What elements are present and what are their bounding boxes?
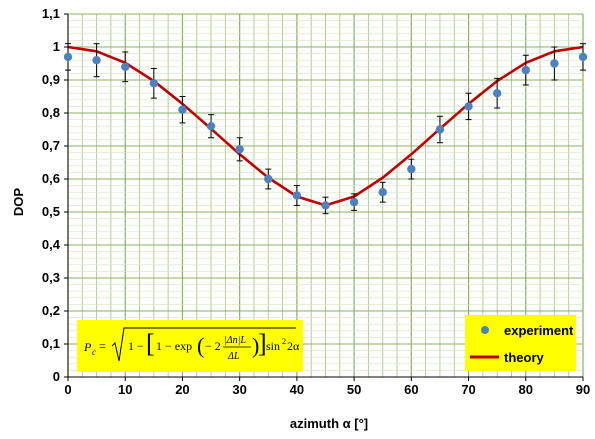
svg-text:): ) [252,333,259,358]
y-tick-label: 0,2 [42,303,60,318]
experiment-point [550,46,559,81]
experiment-point [578,43,588,71]
legend-marker-experiment [481,326,489,334]
experiment-marker [121,62,130,71]
experiment-point [292,185,302,206]
svg-text:1 − exp: 1 − exp [156,339,192,353]
axes [64,13,584,381]
experiment-marker [178,105,187,114]
experiment-point [235,137,244,162]
y-tick-label: 0,4 [42,237,61,252]
svg-text:1 −: 1 − [128,339,144,353]
y-tick-label: 0,8 [42,105,60,120]
y-tick-label: 0,6 [42,171,60,186]
experiment-marker [264,174,273,184]
svg-text:|Δn|L: |Δn|L [224,335,246,346]
y-tick-label: 0,7 [42,138,60,153]
formula-box-background [77,320,303,372]
experiment-marker [578,52,588,62]
experiment-marker [349,197,359,207]
experiment-point [492,77,502,109]
experiment-point [407,158,416,180]
x-tick-label: 30 [232,382,246,397]
svg-text:2: 2 [282,337,286,346]
x-tick-label: 10 [118,382,132,397]
experiment-point [349,193,359,211]
svg-text:]: ] [258,329,267,358]
experiment-point [178,96,187,124]
formula-box: P c = 1 − [ 1 − exp ( − 2 |Δn|L ΔL ) ] s… [77,320,303,372]
experiment-point [92,43,101,78]
experiment-point [464,92,473,121]
legend-label-theory: theory [504,350,545,365]
x-tick-label: 0 [64,382,71,397]
formula: P c = 1 − [ 1 − exp ( − 2 |Δn|L ΔL ) ] s… [83,327,300,362]
svg-text:− 2: − 2 [205,339,221,353]
x-tick-label: 60 [404,382,418,397]
experiment-point [435,115,445,144]
experiment-series [63,43,588,215]
svg-text:P: P [83,340,92,354]
experiment-marker [321,201,330,210]
experiment-marker [92,56,101,65]
experiment-point [63,43,73,71]
experiment-marker [235,145,244,154]
experiment-point [378,181,387,203]
experiment-point [206,114,216,139]
experiment-point [521,54,530,86]
experiment-marker [521,65,530,75]
experiment-marker [492,89,502,98]
y-tick-label: 0,3 [42,270,60,285]
y-tick-label: 0,9 [42,72,60,87]
legend-label-experiment: experiment [504,323,574,338]
svg-text:ΔL: ΔL [227,351,240,362]
svg-text:2α: 2α [287,339,300,353]
legend-background [465,315,576,371]
experiment-marker [149,79,159,88]
svg-text:=: = [99,339,106,353]
experiment-marker [292,191,302,200]
y-tick-label: 0,1 [42,336,60,351]
experiment-point [264,168,273,190]
experiment-marker [206,122,216,131]
experiment-point [121,51,130,83]
experiment-point [321,196,330,215]
x-tick-label: 90 [576,382,590,397]
experiment-marker [550,59,559,68]
y-tick-label: 0 [53,369,60,384]
svg-text:(: ( [197,333,204,358]
experiment-marker [378,188,387,197]
y-tick-label: 0,5 [42,204,60,219]
svg-text:sin: sin [266,339,280,353]
y-axis-label: DOP [11,188,26,217]
y-tick-labels: 0 0,1 0,2 0,3 0,4 0,5 0,6 0,7 0,8 0,9 1 1,1 [42,6,61,384]
y-tick-label: 1,1 [42,6,60,21]
experiment-point [149,67,159,99]
x-tick-label: 20 [175,382,189,397]
x-tick-label: 50 [347,382,361,397]
svg-text:[: [ [146,329,155,358]
x-tick-label: 70 [461,382,475,397]
legend: experiment theory [465,315,576,371]
x-axis-label: azimuth α [°] [290,416,368,431]
x-tick-labels: 0 10 20 30 40 50 60 70 80 90 [64,382,590,397]
experiment-marker [63,52,73,62]
x-tick-label: 80 [519,382,533,397]
experiment-marker [435,125,445,134]
x-tick-label: 40 [290,382,304,397]
y-tick-label: 1 [53,39,60,54]
svg-text:c: c [92,347,96,357]
experiment-marker [407,164,416,174]
experiment-marker [464,102,473,111]
